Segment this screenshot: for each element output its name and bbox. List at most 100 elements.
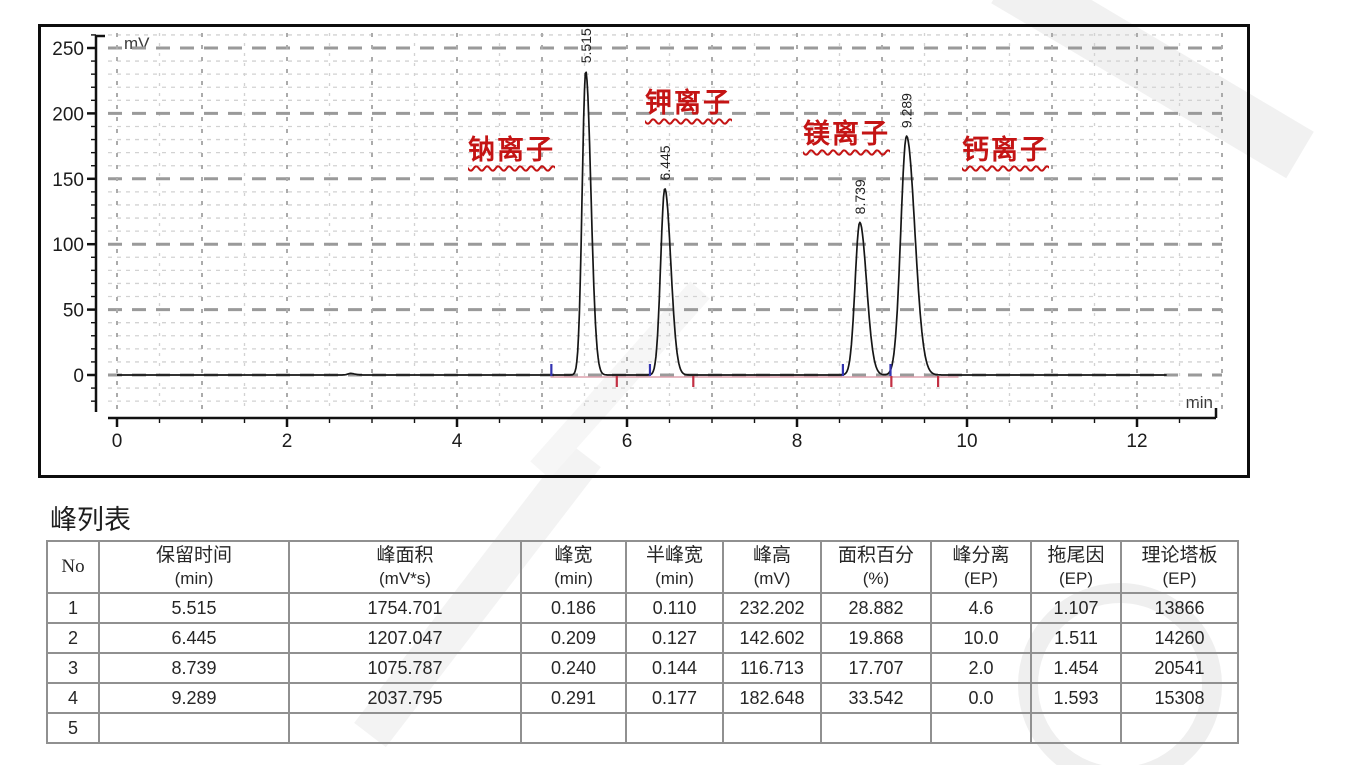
peak-table-cell: 19.868 — [820, 622, 932, 654]
y-axis-unit-label: mV — [124, 34, 150, 53]
peak-table-cell: 9.289 — [98, 682, 290, 714]
chromatogram-panel: mV min 0 50 100 150 200 250 0 2 4 6 8 10 12 5.515 6.44… — [38, 24, 1250, 478]
y-tick-label: 0 — [73, 366, 84, 387]
header-line1: 峰面积 — [376, 545, 434, 566]
peak-table-cell: 15308 — [1120, 682, 1239, 714]
peak-table-cell: 14260 — [1120, 622, 1239, 654]
peak-table-header-cell: 拖尾因 (EP) — [1030, 540, 1122, 594]
peak-table-cell: 0.127 — [625, 622, 724, 654]
header-line2: (%) — [862, 569, 890, 588]
chromatogram-trace — [116, 71, 1167, 376]
peak-table-cell: 0.110 — [625, 592, 724, 624]
peak-table-cell — [1120, 712, 1239, 744]
peak-table-cell: 6.445 — [98, 622, 290, 654]
peak-table-cell — [820, 712, 932, 744]
header-line1: 理论塔板 — [1141, 545, 1218, 566]
peak-table-row: 1 5.515 1754.701 0.186 0.110 232.202 28.882 4.6… — [46, 592, 1239, 624]
header-line1: 半峰宽 — [645, 545, 703, 566]
peak-table-cell — [520, 712, 627, 744]
peak-table-cell: 1.107 — [1030, 592, 1122, 624]
peak-table-cell: 182.648 — [722, 682, 822, 714]
x-tick-label: 4 — [452, 431, 463, 452]
peak-table-cell — [288, 712, 522, 744]
peak-table-cell: 20541 — [1120, 652, 1239, 684]
header-line1: 峰宽 — [554, 545, 593, 566]
peak-table-cell — [1030, 712, 1122, 744]
header-line2: (mV) — [753, 569, 791, 588]
peak-table-cell: 8.739 — [98, 652, 290, 684]
peak-table-cell: 1.454 — [1030, 652, 1122, 684]
chromatogram-plot: mV min 0 50 100 150 200 250 0 2 4 6 8 10 12 5.515 6.44… — [52, 28, 1223, 452]
peak-table-header-cell: 半峰宽 (min) — [625, 540, 724, 594]
peak-rt-label: 9.289 — [899, 93, 915, 128]
peak-table-cell: 1 — [46, 592, 100, 624]
peak-table-cell: 2.0 — [930, 652, 1032, 684]
header-line2: (min) — [174, 569, 214, 588]
peak-table-cell: 142.602 — [722, 622, 822, 654]
header-line1: 拖尾因 — [1047, 545, 1105, 566]
peak-table-cell — [930, 712, 1032, 744]
x-axis-unit-label: min — [1186, 393, 1213, 412]
peak-table-cell: 1754.701 — [288, 592, 522, 624]
peak-table-cell: 0.177 — [625, 682, 724, 714]
header-line1: 峰高 — [752, 545, 791, 566]
header-line2: (EP) — [1162, 569, 1197, 588]
peak-table-cell: 17.707 — [820, 652, 932, 684]
peak-table-header-cell: 峰高 (mV) — [722, 540, 822, 594]
peak-table-header-row: No 保留时间 (min) 峰面积 (mV*s) 峰宽 (min) 半峰宽 (min) 峰高 (mV… — [46, 540, 1239, 594]
header-line2: (min) — [554, 569, 593, 588]
peak-rt-label: 6.445 — [657, 145, 673, 180]
header-line1: 峰分离 — [952, 545, 1010, 566]
peak-table-title: 峰列表 — [50, 505, 131, 535]
header-line1: 保留时间 — [155, 545, 232, 566]
peak-table-cell: 33.542 — [820, 682, 932, 714]
peak-table-cell: 0.291 — [520, 682, 627, 714]
peak-table-cell: 1075.787 — [288, 652, 522, 684]
x-tick-label: 8 — [792, 431, 803, 452]
peak-table-row: 2 6.445 1207.047 0.209 0.127 142.602 19.868 10.… — [46, 622, 1239, 654]
peak-table-cell: 1.511 — [1030, 622, 1122, 654]
peak-table-cell: 1.593 — [1030, 682, 1122, 714]
peak-table-cell: 2 — [46, 622, 100, 654]
peak-table-header-cell: 峰面积 (mV*s) — [288, 540, 522, 594]
peak-table-cell: 0.209 — [520, 622, 627, 654]
header-line2: (mV*s) — [379, 569, 431, 588]
peak-table-cell — [98, 712, 290, 744]
y-tick-label: 150 — [52, 170, 84, 191]
peak-rt-label: 5.515 — [578, 28, 594, 63]
ion-annotation-sodium: 钠离子 — [468, 135, 555, 165]
peak-table-cell: 0.186 — [520, 592, 627, 624]
header-line2: (min) — [655, 569, 694, 588]
peak-table-cell: 4 — [46, 682, 100, 714]
peak-table-cell: 2037.795 — [288, 682, 522, 714]
peak-table-cell: 0.0 — [930, 682, 1032, 714]
peak-table-header-cell: 保留时间 (min) — [98, 540, 290, 594]
ion-annotation-potassium: 钾离子 — [645, 88, 732, 118]
peak-table-cell: 28.882 — [820, 592, 932, 624]
y-tick-label: 250 — [52, 39, 84, 60]
peak-table-row: 5 — [46, 712, 1239, 744]
peak-table-cell: 4.6 — [930, 592, 1032, 624]
x-tick-label: 2 — [282, 431, 293, 452]
peak-table-cell: 0.144 — [625, 652, 724, 684]
peak-table-cell: 13866 — [1120, 592, 1239, 624]
peak-table-row: 4 9.289 2037.795 0.291 0.177 182.648 33.542 0.0… — [46, 682, 1239, 714]
peak-table-cell — [722, 712, 822, 744]
peak-table-cell: 10.0 — [930, 622, 1032, 654]
peak-table-cell: 116.713 — [722, 652, 822, 684]
peak-table-header-cell: 峰分离 (EP) — [930, 540, 1032, 594]
peak-table-cell: 5.515 — [98, 592, 290, 624]
peak-table-cell: 1207.047 — [288, 622, 522, 654]
peak-table-body: 1 5.515 1754.701 0.186 0.110 232.202 28.882 4.6… — [46, 592, 1239, 744]
peak-table-head: No 保留时间 (min) 峰面积 (mV*s) 峰宽 (min) 半峰宽 (min) 峰高 (mV… — [46, 540, 1239, 594]
y-tick-label: 200 — [52, 104, 84, 125]
peak-table-cell: 232.202 — [722, 592, 822, 624]
peak-table-header-cell: 面积百分 (%) — [820, 540, 932, 594]
y-tick-label: 100 — [52, 235, 84, 256]
ion-annotation-magnesium: 镁离子 — [803, 119, 890, 149]
peak-table-cell: 3 — [46, 652, 100, 684]
ion-annotation-calcium: 钙离子 — [962, 135, 1049, 165]
peak-rt-label: 8.739 — [852, 179, 868, 214]
peak-table-cell: 5 — [46, 712, 100, 744]
x-tick-label: 6 — [622, 431, 633, 452]
